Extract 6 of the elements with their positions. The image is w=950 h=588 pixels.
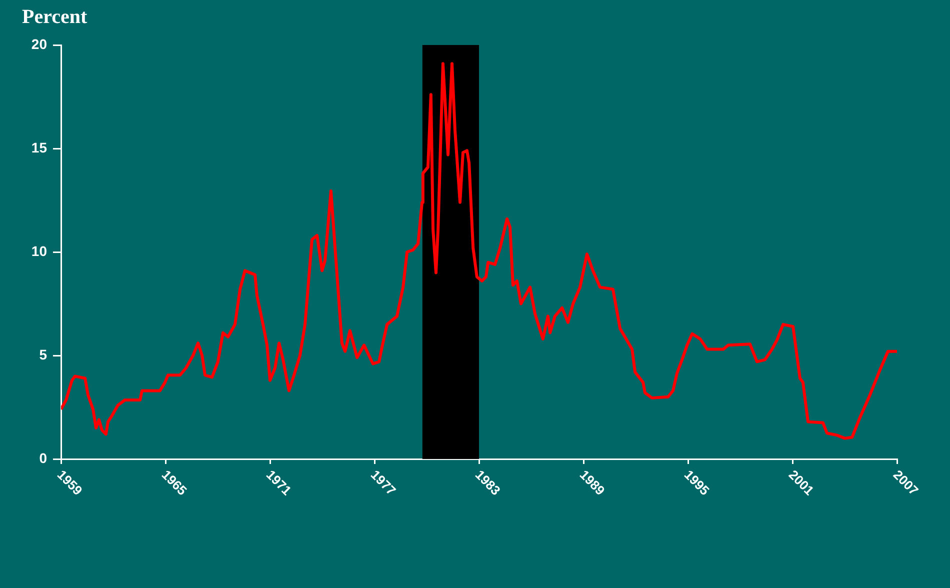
- y-tick-label: 0: [39, 450, 48, 466]
- y-axis-title: Percent: [22, 6, 88, 29]
- y-tick-label: 5: [39, 346, 48, 362]
- y-tick-label: 10: [31, 242, 48, 259]
- y-tick-label: 20: [31, 36, 48, 52]
- y-tick-label: 15: [31, 139, 48, 156]
